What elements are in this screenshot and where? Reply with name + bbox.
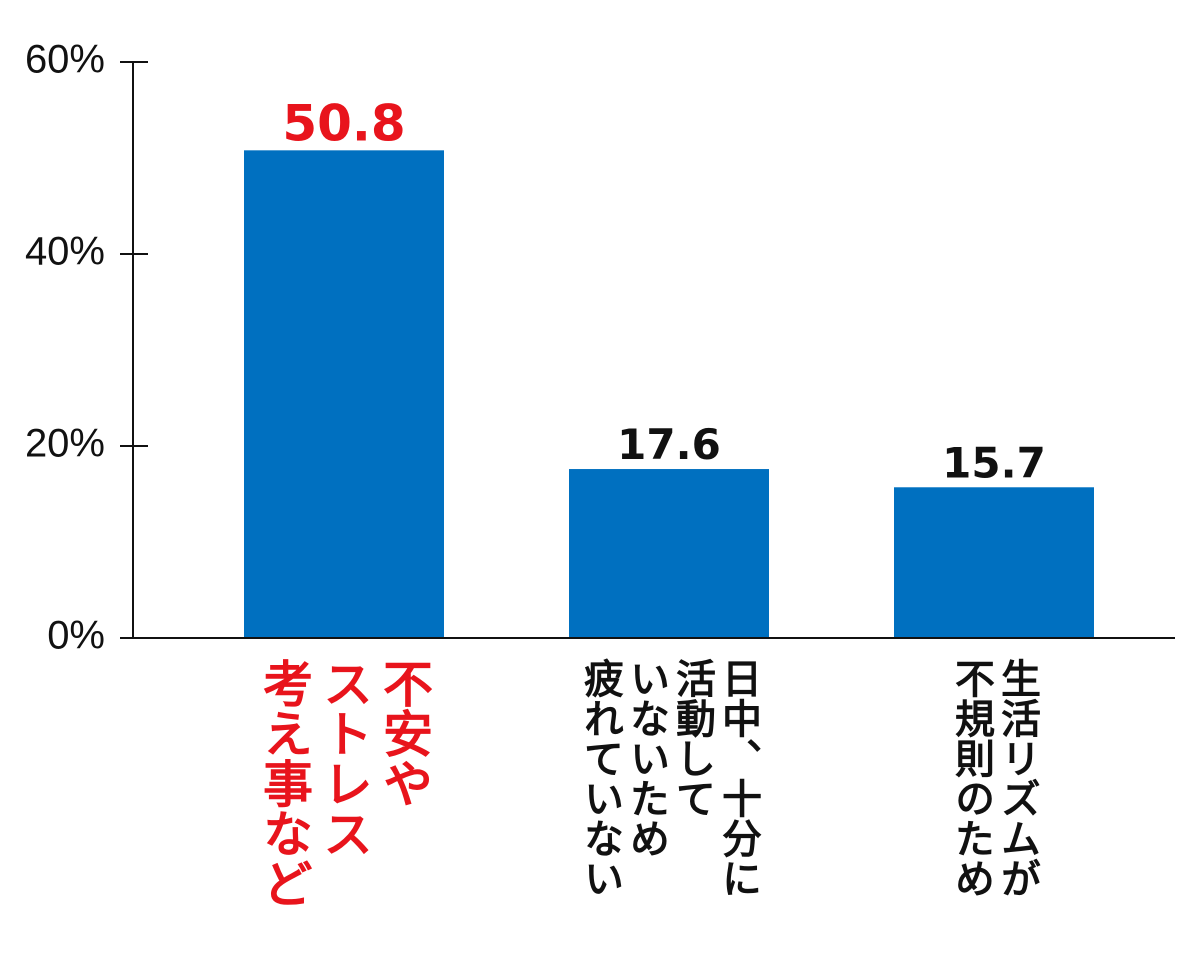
category-label: ストレス [315, 658, 373, 858]
y-tick-label: 40% [25, 230, 105, 274]
value-label: 50.8 [282, 94, 405, 152]
category-label: 不安や [375, 658, 433, 808]
y-tick-label: 20% [25, 422, 105, 466]
category-label: 疲れていない [577, 658, 624, 898]
category-label: 考え事など [255, 658, 313, 908]
value-label: 15.7 [942, 438, 1046, 487]
category-label: 活動して [669, 658, 716, 818]
bar [569, 469, 769, 638]
bar [244, 150, 444, 638]
category-label: 日中、十分に [715, 658, 762, 898]
category-label: 不規則のため [948, 658, 995, 898]
y-tick-label: 0% [47, 614, 105, 658]
category-label: いないため [623, 658, 669, 858]
value-label: 17.6 [617, 420, 721, 469]
y-tick-label: 60% [25, 38, 105, 82]
category-label: 生活リズムが [994, 658, 1041, 898]
bar [894, 487, 1094, 638]
